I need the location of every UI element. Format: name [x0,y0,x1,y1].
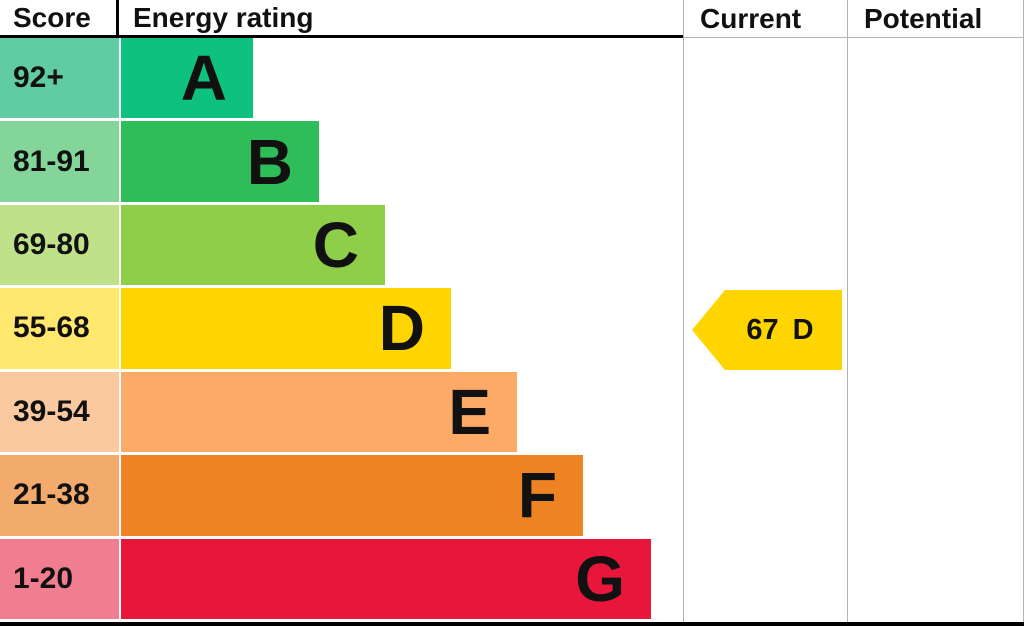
score-range-d: 55-68 [0,288,119,369]
band-letter-c: C [312,209,359,282]
current-score-value: 67 [746,313,779,346]
band-row-b: 81-91 B [0,121,683,204]
band-letter-f: F [517,459,557,532]
rating-bar-g: G [121,538,651,619]
potential-column-body [848,38,1023,622]
score-range-a: 92+ [0,38,119,119]
band-letter-a: A [180,42,227,115]
header-potential: Potential [848,0,1023,38]
band-row-g: 1-20 G [0,538,683,622]
rating-bar-a: A [121,38,253,119]
score-range-f: 21-38 [0,455,119,536]
band-row-c: 69-80 C [0,204,683,288]
band-row-e: 39-54 E [0,371,683,455]
potential-column: Potential [848,0,1024,622]
score-range-e: 39-54 [0,371,119,453]
rating-bar-e: E [121,371,517,453]
band-letter-e: E [448,375,491,448]
current-band-letter: D [792,313,814,346]
current-column: Current 67 D [683,0,848,622]
rating-section: Score Energy rating 92+ A 81-91 B 69-80 … [0,0,683,622]
header-current: Current [684,0,847,38]
score-range-b: 81-91 [0,121,119,202]
rating-bar-f: F [121,455,583,536]
rating-bar-b: B [121,121,319,202]
score-range-c: 69-80 [0,204,119,286]
header-row: Score Energy rating [0,0,683,38]
score-range-g: 1-20 [0,538,119,619]
rating-bar-d: D [121,288,451,369]
band-letter-b: B [246,125,293,198]
band-row-f: 21-38 F [0,455,683,538]
band-row-a: 92+ A [0,38,683,121]
header-score: Score [0,0,119,38]
current-marker-arrow: 67 D [692,290,842,370]
band-rows: 92+ A 81-91 B 69-80 C 55-68 D [0,38,683,622]
band-letter-d: D [378,292,425,365]
header-energy-rating: Energy rating [119,0,683,38]
rating-bar-c: C [121,204,385,286]
current-column-body: 67 D [684,38,847,622]
band-row-d: 55-68 D [0,288,683,371]
band-letter-g: G [575,542,625,615]
